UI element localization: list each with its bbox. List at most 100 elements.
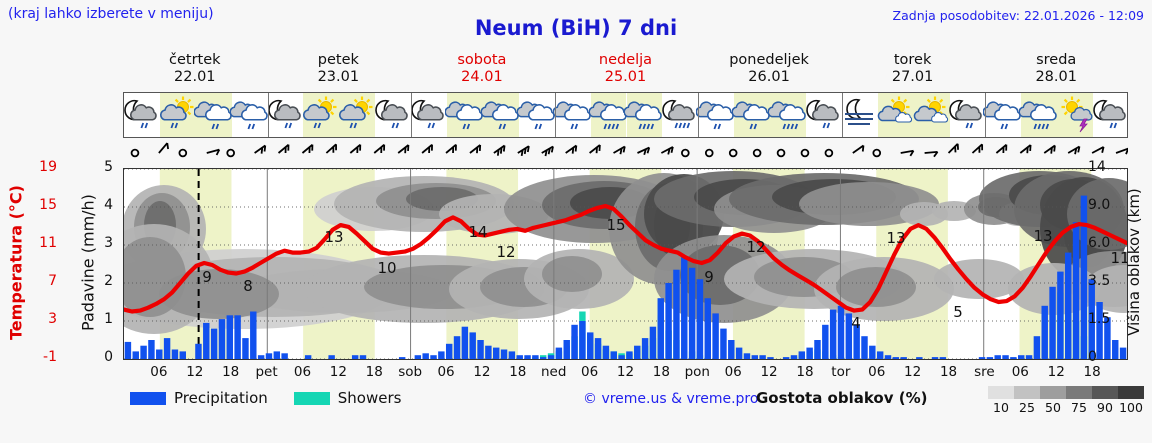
weather-icon-cell-23: [949, 93, 986, 137]
precipitation-bar: [759, 355, 766, 359]
precipitation-bar: [822, 324, 829, 359]
weather-icon-cell-1: [159, 93, 196, 137]
precipitation-tick-2: 3: [104, 235, 113, 251]
day-header-5: torek 27.01: [841, 52, 985, 90]
temperature-label-4: 10: [377, 259, 396, 277]
credit-link[interactable]: © vreme.us & vreme.pro: [583, 391, 759, 407]
precipitation-bar: [579, 321, 586, 359]
precipitation-bar: [626, 351, 633, 359]
precipitation-bar: [594, 338, 602, 359]
precipitation-bar: [508, 351, 516, 359]
temperature-label-13: 13: [1033, 227, 1052, 245]
day-date: 26.01: [748, 69, 790, 85]
precipitation-bar: [1072, 222, 1080, 359]
day-name: četrtek: [169, 52, 221, 68]
cloud-density-field: [124, 171, 1127, 334]
sun-cloud-rain-icon: [303, 96, 337, 129]
precipitation-bar: [195, 343, 202, 359]
cloud-height-tick-4: 1.5: [1088, 311, 1111, 327]
precipitation-bar: [140, 345, 147, 359]
weather-icon-cell-21: [877, 93, 914, 137]
x-axis-tick-21: 12: [904, 364, 922, 380]
wind-barbs: [130, 142, 1130, 158]
precipitation-bar: [884, 355, 892, 359]
weather-icon-cell-20: [842, 93, 878, 137]
precipitation-bar: [681, 256, 688, 359]
cloud-density-tick-2: 50: [1045, 400, 1061, 415]
cloud-density-tick-0: 10: [993, 400, 1009, 415]
precipitation-bar: [720, 328, 727, 359]
x-axis-tick-26: 18: [1083, 364, 1101, 380]
cloud-density-tick-4: 90: [1097, 400, 1113, 415]
sun-storm-icon: [1061, 96, 1093, 133]
x-axis-tick-11: ned: [540, 364, 567, 380]
precipitation-bar: [829, 309, 837, 359]
precipitation-bar: [492, 347, 500, 359]
temperature-axis-title: Temperatura (°C): [6, 185, 26, 340]
precipitation-bar: [1010, 357, 1017, 359]
precipitation-bar: [673, 269, 680, 359]
precipitation-bar: [1017, 355, 1025, 359]
precipitation-legend-label: Precipitation: [174, 389, 268, 407]
precipitation-bar: [250, 311, 257, 359]
precipitation-bar: [532, 355, 539, 359]
weather-icon-cell-3: [229, 93, 268, 137]
precipitation-bar: [649, 326, 657, 359]
temperature-label-5: 14: [468, 223, 487, 241]
night-heavy-rain-icon: [662, 99, 696, 129]
x-axis-tick-4: 06: [293, 364, 312, 380]
precipitation-tick-1: 4: [104, 197, 113, 213]
cloud-rain-icon: [480, 101, 519, 130]
precipitation-bar: [618, 355, 625, 359]
cloud-density-swatch-2: [1040, 386, 1066, 399]
weather-icon-cell-7: [375, 93, 411, 137]
cloud-density-colorbar: [988, 386, 1144, 399]
night-rain-icon: [949, 99, 983, 129]
precipitation-bar: [477, 340, 484, 359]
precipitation-bar: [751, 355, 759, 359]
weather-icon-cell-13: [588, 93, 627, 137]
precipitation-bar: [304, 355, 312, 359]
day-date: 28.01: [1035, 69, 1077, 85]
x-axis-tick-14: 18: [652, 364, 670, 380]
cloud-heavy-rain-icon: [624, 101, 663, 130]
precipitation-bar: [1065, 252, 1072, 359]
precipitation-bar: [602, 345, 610, 359]
cloud-rain-icon: [732, 101, 770, 130]
weather-icon-cell-5: [303, 93, 340, 137]
precipitation-bar: [218, 319, 226, 359]
temperature-tick-0: 19: [39, 159, 57, 175]
precipitation-bar: [665, 283, 672, 359]
x-axis-tick-7: sob: [398, 364, 423, 380]
cloud-density-swatch-3: [1066, 386, 1092, 399]
precipitation-bar: [430, 355, 437, 359]
meteogram-plot: 498131014121591241351311: [123, 168, 1128, 360]
precipitation-bar: [265, 353, 273, 359]
temperature-label-3: 13: [324, 228, 343, 246]
precipitation-bar: [1080, 195, 1088, 359]
cloud-rain-icon: [696, 101, 734, 130]
cloud-rain-icon: [516, 101, 555, 130]
precipitation-axis-title: Padavine (mm/h): [78, 194, 98, 331]
precipitation-bar: [978, 357, 986, 359]
precipitation-bar: [688, 267, 696, 359]
precipitation-bar: [163, 338, 171, 359]
precipitation-tick-3: 2: [104, 273, 113, 289]
x-axis-tick-9: 12: [473, 364, 491, 380]
cloud-density-legend: Gostota oblakov (%) 10 25 50 75 90 100: [756, 386, 1144, 415]
precipitation-bar: [587, 332, 594, 359]
x-axis-tick-16: 06: [724, 364, 742, 380]
x-axis-tick-8: 06: [437, 364, 455, 380]
day-date: 22.01: [174, 69, 216, 85]
precipitation-bar: [453, 336, 461, 359]
temperature-label-7: 15: [606, 216, 625, 234]
weather-icon-cell-2: [193, 93, 232, 137]
x-axis-tick-23: sre: [974, 364, 995, 380]
cloud-height-tick-5: 0: [1088, 349, 1097, 365]
cloud-density-scale: 10 25 50 75 90 100: [988, 400, 1144, 415]
precipitation-bar: [876, 351, 884, 359]
cloud-rain-icon: [983, 101, 1022, 130]
precipitation-bar: [712, 313, 719, 359]
precipitation-bar: [782, 357, 790, 359]
precipitation-bar: [916, 357, 923, 359]
